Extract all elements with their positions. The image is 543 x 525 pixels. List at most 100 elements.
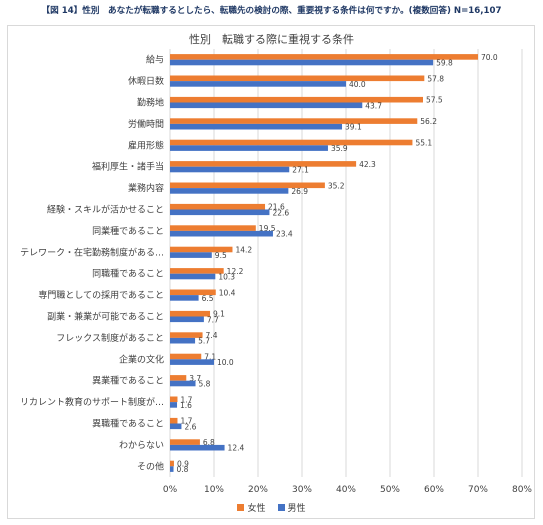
category-label: 業務内容: [128, 182, 164, 194]
category-label: リカレント教育のサポート制度が…: [20, 396, 164, 408]
data-label-female: 19.5: [259, 224, 276, 233]
bar-male: [170, 359, 214, 365]
category-label: 休暇日数: [128, 75, 164, 87]
bar-female: [170, 460, 174, 467]
bar-female: [170, 182, 325, 189]
data-label-male: 26.9: [291, 187, 308, 196]
category-label: 企業の文化: [119, 353, 164, 365]
category-label: 専門職としての採用であること: [38, 289, 164, 301]
bar-male: [170, 444, 225, 451]
data-label-female: 3.7: [189, 374, 201, 383]
data-label-male: 5.7: [198, 337, 210, 346]
data-label-female: 57.8: [427, 74, 444, 83]
legend-item-female: 女性: [237, 501, 266, 514]
x-tick-label: 10%: [204, 485, 224, 495]
category-label: 勤務地: [137, 97, 164, 109]
legend-swatch-female: [237, 504, 245, 511]
data-label-female: 35.2: [328, 181, 345, 190]
x-tick-label: 0%: [163, 485, 178, 495]
x-tick-label: 40%: [336, 485, 356, 495]
bar-male: [170, 166, 290, 173]
category-label: わからない: [119, 440, 164, 451]
bar-male: [170, 102, 363, 109]
data-label-female: 21.6: [268, 203, 285, 212]
data-label-male: 5.8: [199, 380, 211, 389]
data-label-female: 70.0: [481, 53, 498, 62]
data-label-male: 35.9: [331, 144, 348, 153]
bar-female: [170, 268, 224, 274]
bar-female: [170, 75, 425, 82]
data-label-male: 9.5: [215, 251, 227, 260]
bar-male: [170, 316, 204, 323]
category-label: その他: [137, 460, 164, 472]
bar-female: [170, 54, 478, 60]
x-tick-label: 60%: [424, 485, 444, 495]
bar-male: [170, 59, 434, 66]
bar-male: [170, 295, 199, 301]
chart-legend: 女性 男性: [0, 501, 543, 514]
bar-male: [170, 252, 212, 258]
bar-female: [170, 332, 203, 338]
x-tick-label: 30%: [292, 485, 312, 495]
data-label-female: 10.4: [219, 288, 236, 297]
bar-male: [170, 145, 328, 151]
category-label: テレワーク・在宅勤務制度がある…: [20, 246, 164, 258]
bar-female: [170, 118, 418, 124]
bar-female: [170, 396, 178, 403]
data-label-male: 0.8: [177, 465, 189, 474]
data-label-female: 55.1: [415, 139, 432, 148]
x-tick-label: 20%: [248, 485, 268, 495]
data-label-female: 42.3: [359, 160, 376, 169]
data-label-male: 7.7: [207, 315, 219, 324]
bar-male: [170, 380, 196, 387]
data-label-male: 12.4: [228, 444, 245, 453]
data-label-male: 23.4: [276, 230, 293, 239]
category-label: 異職種であること: [92, 419, 164, 430]
data-label-male: 59.8: [436, 59, 453, 68]
category-label: 経験・スキルが活かせること: [47, 204, 164, 216]
data-label-male: 40.0: [349, 80, 366, 89]
bar-female: [170, 310, 211, 317]
legend-item-male: 男性: [277, 501, 306, 514]
bar-female: [170, 439, 200, 445]
category-label: 雇用形態: [128, 139, 164, 151]
data-label-female: 1.7: [180, 395, 192, 404]
data-label-male: 1.6: [180, 401, 192, 410]
bar-male: [170, 230, 273, 237]
legend-label-female: 女性: [247, 504, 266, 514]
data-label-female: 12.2: [227, 267, 244, 276]
legend-swatch-male: [277, 504, 285, 511]
chart-frame: [7, 25, 535, 519]
category-label: 副業・兼業が可能であること: [47, 311, 164, 323]
bar-female: [170, 225, 256, 231]
data-label-male: 2.6: [184, 422, 196, 431]
bar-female: [170, 353, 202, 360]
bar-male: [170, 209, 270, 216]
chart-title: 性別 転職する際に重視する条件: [189, 33, 354, 46]
bar-female: [170, 139, 413, 146]
data-label-female: 56.2: [420, 117, 437, 126]
bar-male: [170, 402, 178, 408]
bar-female: [170, 375, 187, 381]
data-label-male: 43.7: [365, 101, 382, 110]
bar-male: [170, 423, 182, 430]
data-label-female: 6.8: [203, 438, 215, 447]
data-label-male: 27.1: [292, 166, 309, 175]
data-label-female: 7.1: [204, 353, 216, 362]
x-tick-label: 50%: [380, 485, 400, 495]
bar-female: [170, 246, 233, 253]
data-label-female: 14.2: [235, 246, 252, 255]
category-label: 給与: [146, 54, 164, 66]
bar-female: [170, 161, 357, 167]
data-label-male: 39.1: [345, 123, 362, 132]
category-label: 労働時間: [128, 118, 164, 130]
bar-female: [170, 203, 266, 210]
bar-male: [170, 273, 216, 280]
bar-male: [170, 466, 174, 472]
figure-caption: 【図 14】性別 あなたが転職するとしたら、転職先の検討の際、重要視する条件は何…: [41, 6, 502, 16]
bar-female: [170, 96, 423, 103]
legend-label-male: 男性: [287, 504, 306, 514]
bar-female: [170, 417, 178, 424]
bar-male: [170, 337, 196, 344]
